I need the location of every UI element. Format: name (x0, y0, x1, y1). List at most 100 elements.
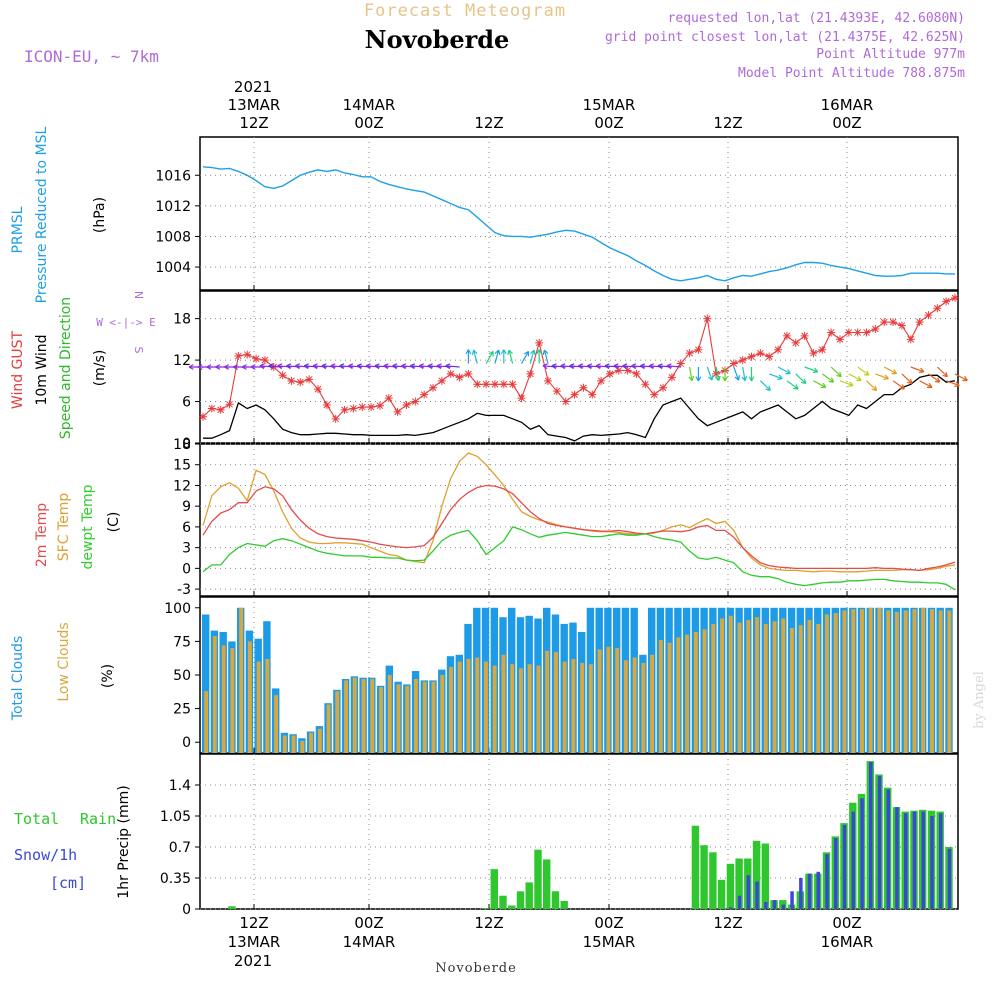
panels: 1004 1008 1012 1016 PRMSL Pressure Reduced to… (10, 126, 968, 918)
y-tick-label: 3 (182, 541, 191, 557)
rain-bar (525, 882, 533, 909)
bottom-year-label: 2021 (234, 952, 272, 970)
low-cloud-bar (938, 610, 943, 753)
gust-marker (216, 405, 225, 414)
gust-marker (712, 369, 721, 378)
low-cloud-bar (868, 607, 873, 753)
wind-direction-arrow (892, 380, 905, 390)
sfc-temp-label: SFC Temp (56, 493, 72, 562)
gust-marker (641, 380, 650, 389)
gust-marker (897, 321, 906, 330)
wind-direction-arrow (286, 363, 301, 370)
wind-direction-arrow (648, 363, 664, 370)
low-cloud-bar (650, 654, 654, 753)
snow-bar (869, 762, 873, 909)
y-tick-label: 100 (164, 601, 191, 617)
gust-marker (278, 371, 287, 380)
low-cloud-bar (842, 610, 847, 753)
clouds-unit: (%) (100, 664, 116, 688)
rain-bar (543, 859, 551, 909)
panel-frame (199, 753, 959, 910)
gust-marker (623, 366, 632, 375)
y-tick-label: 75 (173, 634, 191, 650)
gust-marker (667, 373, 676, 382)
total-cloud-bar (202, 614, 210, 753)
wind-direction-arrow (795, 373, 807, 385)
gust-marker (588, 390, 597, 399)
super-title: Forecast Meteogram (364, 1, 566, 21)
bottom-date-label: 13MAR (228, 933, 281, 951)
low-cloud-bar (658, 640, 663, 753)
snow-bar (912, 811, 917, 909)
gust-marker (774, 345, 783, 354)
wind-direction-arrow (418, 363, 434, 370)
rain-bar (481, 908, 490, 909)
snow-bar (807, 873, 812, 909)
gust-marker (482, 380, 491, 389)
y-tick-label: 1.4 (169, 778, 191, 794)
panel-1: 1004 1008 1012 1016 PRMSL Pressure Reduced to… (10, 126, 959, 303)
wind-direction-arrow (294, 363, 310, 370)
temp2m-label: 2m Temp (34, 503, 50, 567)
rain-bar (726, 863, 735, 909)
location-title: Novoberde (365, 25, 510, 54)
y-tick-label: 1004 (155, 260, 191, 276)
gust-marker (322, 401, 331, 409)
rain-bar (490, 869, 498, 909)
wind-direction-arrow (657, 363, 672, 370)
y-tick-label: 0 (182, 735, 191, 751)
gust-marker (685, 349, 694, 358)
rain-bar (700, 845, 708, 909)
low-cloud-bar (720, 618, 724, 753)
low-cloud-bar (449, 666, 453, 753)
gust-marker (738, 356, 747, 365)
wind-direction-arrow (954, 373, 968, 382)
gust-marker (455, 373, 464, 382)
snow-bar (790, 891, 794, 909)
panel-4: 0 25 50 75 100 Total Clouds Low Clouds (%) (10, 596, 959, 754)
gust-marker (942, 297, 951, 306)
low-cloud-bar (545, 650, 550, 753)
wind-direction-arrow (577, 363, 593, 370)
low-cloud-bar (492, 665, 497, 753)
low-cloud-bar (554, 652, 558, 753)
gust-marker (880, 318, 889, 327)
wind-direction-arrow (409, 363, 425, 370)
compass-we: W <-|-> E (96, 316, 156, 329)
low-cloud-bar (895, 611, 899, 753)
bottom-hour-label: 12Z (474, 914, 503, 932)
bottom-date-label: 14MAR (343, 933, 396, 951)
gust-marker (499, 380, 508, 389)
gust-marker (473, 380, 482, 389)
rain-bar (779, 900, 787, 909)
wind-direction-arrow (883, 366, 898, 375)
gust-marker (809, 349, 818, 358)
low-cloud-bar (239, 607, 244, 753)
y-tick-label: 18 (173, 437, 191, 453)
low-cloud-bar (326, 704, 331, 753)
y-tick-label: 25 (173, 702, 191, 718)
wind-direction-arrow (445, 363, 460, 370)
low-cloud-bar (501, 654, 506, 753)
top-date-label: 14MAR (343, 96, 396, 114)
low-cloud-bar (623, 660, 628, 753)
wind-direction-arrow (848, 373, 862, 382)
low-cloud-bar (414, 679, 418, 753)
gust-marker (464, 369, 473, 378)
low-cloud-bar (204, 691, 209, 753)
gust-marker (411, 397, 420, 406)
rain-bar (691, 825, 700, 909)
gust-marker (800, 331, 809, 340)
wind-direction-arrow (622, 363, 637, 370)
low-cloud-bar (352, 677, 357, 753)
wind-direction-arrow (748, 366, 755, 382)
snow-bar (895, 807, 899, 909)
low-clouds-label: Low Clouds (56, 622, 72, 701)
wind-direction-arrow (901, 373, 913, 385)
low-cloud-bar (781, 618, 786, 753)
gust-marker (862, 328, 871, 337)
snow-bar (825, 854, 829, 909)
gust-marker (782, 331, 791, 340)
